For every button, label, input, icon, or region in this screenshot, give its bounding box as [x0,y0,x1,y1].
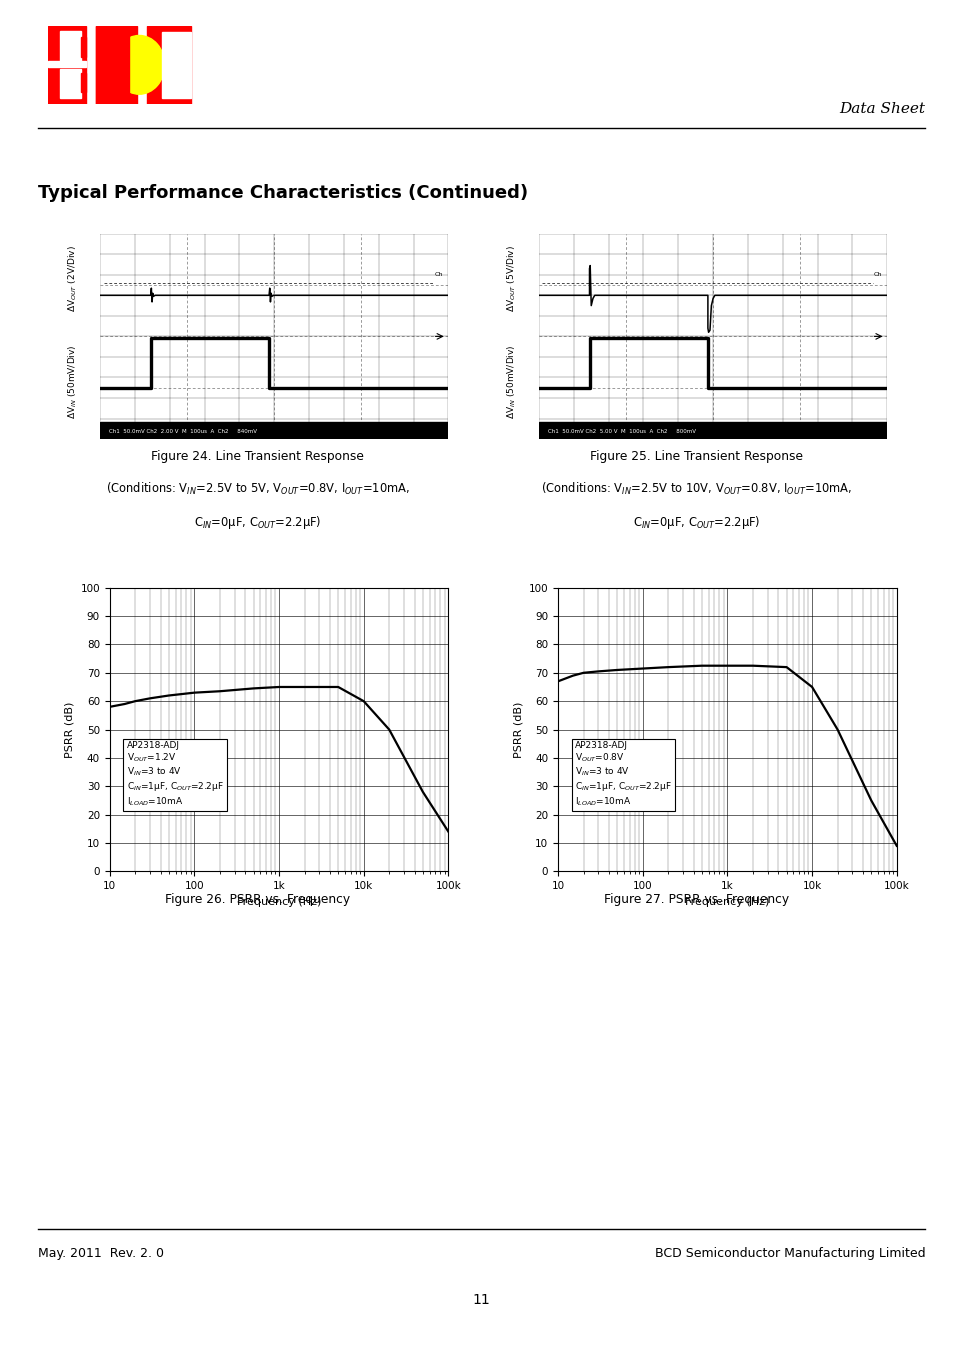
Text: Figure 26. PSRR vs. Frequency: Figure 26. PSRR vs. Frequency [165,893,350,907]
Text: Ch: Ch [873,273,882,277]
Text: Data Sheet: Data Sheet [839,103,924,116]
Bar [147,26,192,104]
Bar [48,26,86,104]
Text: Ch1  50.0mV Ch2  5.00 V  M  100us  A  Ch2     800mV: Ch1 50.0mV Ch2 5.00 V M 100us A Ch2 800m… [547,428,695,434]
Text: ΔV$_{IN}$ (50mV/Div): ΔV$_{IN}$ (50mV/Div) [505,345,517,419]
Text: Figure 25. Line Transient Response: Figure 25. Line Transient Response [589,450,802,462]
Bar [162,32,192,97]
Text: 11: 11 [473,1293,490,1308]
Text: AP2318-ADJ
V$_{OUT}$=1.2V
V$_{IN}$=3 to 4V
C$_{IN}$=1μF, C$_{OUT}$=2.2μF
I$_{LOA: AP2318-ADJ V$_{OUT}$=1.2V V$_{IN}$=3 to … [127,740,223,808]
Text: Figure 24. Line Transient Response: Figure 24. Line Transient Response [151,450,364,462]
Text: C$_{IN}$=0μF, C$_{OUT}$=2.2μF): C$_{IN}$=0μF, C$_{OUT}$=2.2μF) [632,513,760,531]
Bar [96,26,136,104]
Bar [48,61,86,68]
Text: AP2318: AP2318 [848,141,911,157]
Text: Ch1  50.0mV Ch2  2.00 V  M  100us  A  Ch2     840mV: Ch1 50.0mV Ch2 2.00 V M 100us A Ch2 840m… [109,428,256,434]
Text: (Conditions: V$_{IN}$=2.5V to 5V, V$_{OUT}$=0.8V, I$_{OUT}$=10mA,: (Conditions: V$_{IN}$=2.5V to 5V, V$_{OU… [106,481,409,497]
Text: ΔV$_{OUT}$ (5V/Div): ΔV$_{OUT}$ (5V/Div) [505,246,517,312]
Bar [60,31,81,61]
Text: ΔV$_{OUT}$ (2V/Div): ΔV$_{OUT}$ (2V/Div) [67,246,79,312]
Text: C$_{IN}$=0μF, C$_{OUT}$=2.2μF): C$_{IN}$=0μF, C$_{OUT}$=2.2μF) [193,513,321,531]
Text: BCD Semiconductor Manufacturing Limited: BCD Semiconductor Manufacturing Limited [654,1247,924,1259]
Bar [100,422,448,439]
Bar [81,73,86,92]
Text: Typical Performance Characteristics (Continued): Typical Performance Characteristics (Con… [38,184,528,203]
X-axis label: Frequency (Hz): Frequency (Hz) [236,897,321,907]
Bar [60,69,81,97]
Text: May. 2011  Rev. 2. 0: May. 2011 Rev. 2. 0 [38,1247,164,1259]
Text: 600mA ULDO REGULATOR WITH ENABLE: 600mA ULDO REGULATOR WITH ENABLE [51,141,382,157]
Text: (Conditions: V$_{IN}$=2.5V to 10V, V$_{OUT}$=0.8V, I$_{OUT}$=10mA,: (Conditions: V$_{IN}$=2.5V to 10V, V$_{O… [540,481,851,497]
Bar [96,26,129,104]
Bar [81,38,86,57]
Ellipse shape [113,35,165,95]
Text: Ch: Ch [435,273,443,277]
Y-axis label: PSRR (dB): PSRR (dB) [65,701,74,758]
Text: ΔV$_{IN}$ (50mV/Div): ΔV$_{IN}$ (50mV/Div) [67,345,79,419]
Y-axis label: PSRR (dB): PSRR (dB) [513,701,522,758]
Text: Figure 27. PSRR vs. Frequency: Figure 27. PSRR vs. Frequency [603,893,788,907]
X-axis label: Frequency (Hz): Frequency (Hz) [684,897,769,907]
Bar [538,422,886,439]
Text: AP2318-ADJ
V$_{OUT}$=0.8V
V$_{IN}$=3 to 4V
C$_{IN}$=1μF, C$_{OUT}$=2.2μF
I$_{LOA: AP2318-ADJ V$_{OUT}$=0.8V V$_{IN}$=3 to … [575,740,671,808]
